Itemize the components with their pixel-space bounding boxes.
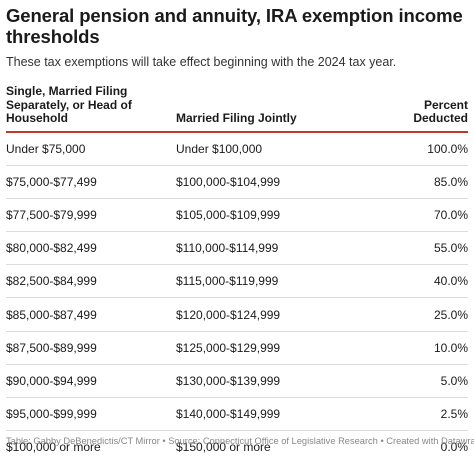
cell-percent: 40.0% — [376, 265, 468, 298]
cell-joint: $125,000-$129,999 — [176, 331, 376, 364]
column-header-single: Single, Married Filing Separately, or He… — [6, 85, 176, 132]
source-footer: Table: Gabby DeBenedictis/CT Mirror • So… — [6, 436, 474, 446]
cell-single: Under $75,000 — [6, 132, 176, 166]
page-subtitle: These tax exemptions will take effect be… — [6, 54, 468, 70]
cell-single: $87,500-$89,999 — [6, 331, 176, 364]
cell-percent: 5.0% — [376, 364, 468, 397]
table-row: $82,500-$84,999 $115,000-$119,999 40.0% — [6, 265, 468, 298]
cell-percent: 55.0% — [376, 232, 468, 265]
cell-percent: 10.0% — [376, 331, 468, 364]
cell-percent: 100.0% — [376, 132, 468, 166]
cell-single: $77,500-$79,999 — [6, 198, 176, 231]
table-row: $95,000-$99,999 $140,000-$149,999 2.5% — [6, 398, 468, 431]
column-header-percent: Percent Deducted — [376, 85, 468, 132]
cell-joint: $110,000-$114,999 — [176, 232, 376, 265]
thresholds-table: Single, Married Filing Separately, or He… — [6, 85, 468, 463]
table-header-row: Single, Married Filing Separately, or He… — [6, 85, 468, 132]
column-header-joint: Married Filing Jointly — [176, 85, 376, 132]
cell-single: $80,000-$82,499 — [6, 232, 176, 265]
table-row: $77,500-$79,999 $105,000-$109,999 70.0% — [6, 198, 468, 231]
page-title: General pension and annuity, IRA exempti… — [6, 5, 468, 47]
cell-single: $75,000-$77,499 — [6, 165, 176, 198]
cell-joint: $140,000-$149,999 — [176, 398, 376, 431]
cell-single: $90,000-$94,999 — [6, 364, 176, 397]
table-row: $80,000-$82,499 $110,000-$114,999 55.0% — [6, 232, 468, 265]
table-row: Under $75,000 Under $100,000 100.0% — [6, 132, 468, 166]
cell-joint: $105,000-$109,999 — [176, 198, 376, 231]
cell-single: $82,500-$84,999 — [6, 265, 176, 298]
table-row: $85,000-$87,499 $120,000-$124,999 25.0% — [6, 298, 468, 331]
cell-percent: 70.0% — [376, 198, 468, 231]
cell-percent: 85.0% — [376, 165, 468, 198]
cell-percent: 25.0% — [376, 298, 468, 331]
cell-single: $95,000-$99,999 — [6, 398, 176, 431]
cell-joint: $115,000-$119,999 — [176, 265, 376, 298]
table-row: $75,000-$77,499 $100,000-$104,999 85.0% — [6, 165, 468, 198]
cell-joint: $130,000-$139,999 — [176, 364, 376, 397]
table-row: $87,500-$89,999 $125,000-$129,999 10.0% — [6, 331, 468, 364]
cell-joint: $100,000-$104,999 — [176, 165, 376, 198]
cell-percent: 2.5% — [376, 398, 468, 431]
cell-single: $85,000-$87,499 — [6, 298, 176, 331]
cell-joint: $120,000-$124,999 — [176, 298, 376, 331]
table-body: Under $75,000 Under $100,000 100.0% $75,… — [6, 132, 468, 463]
cell-joint: Under $100,000 — [176, 132, 376, 166]
table-row: $90,000-$94,999 $130,000-$139,999 5.0% — [6, 364, 468, 397]
